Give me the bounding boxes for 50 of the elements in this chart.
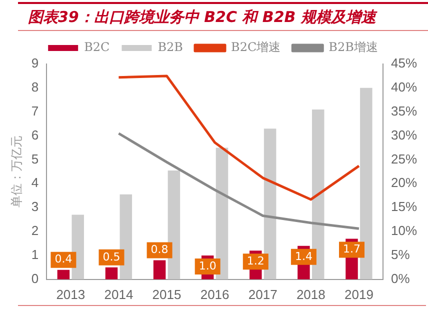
bar [360, 88, 372, 280]
y2-tick-label: 40% [390, 80, 418, 95]
bar [105, 267, 118, 280]
y2-tick-label: 10% [390, 223, 418, 238]
bar [72, 214, 84, 280]
y-tick-label: 9 [31, 56, 39, 71]
x-tick-label: 2017 [248, 286, 278, 302]
data-label: 1.2 [246, 254, 264, 268]
y2-tick-label: 15% [390, 199, 418, 214]
y2-tick-label: 35% [390, 103, 418, 118]
data-label: 0.5 [102, 250, 120, 264]
x-tick-label: 2016 [200, 286, 230, 302]
bar [120, 194, 132, 280]
y-axis-title: 单位：万亿元 [9, 136, 24, 208]
y-tick-label: 4 [31, 175, 39, 190]
y-tick-label: 1 [31, 247, 39, 262]
y-tick-label: 6 [31, 127, 39, 142]
legend-label: B2C增速 [231, 40, 281, 54]
bar [153, 260, 166, 280]
x-tick-label: 2019 [344, 286, 374, 302]
data-label: 0.8 [150, 243, 168, 256]
bar [312, 109, 324, 280]
bar [57, 270, 70, 280]
x-tick-label: 2015 [152, 286, 182, 302]
data-label: 1.0 [198, 259, 216, 272]
y-tick-label: 2 [31, 223, 39, 238]
bar [264, 128, 276, 280]
bar [216, 148, 228, 280]
y-tick-label: 0 [31, 270, 39, 286]
y-tick-label: 5 [31, 151, 39, 166]
legend-label: B2B增速 [328, 40, 378, 54]
chart-title: 图表39：出口跨境业务中 B2C 和 B2B 规模及增速 [18, 2, 428, 31]
y-tick-label: 7 [31, 103, 39, 118]
y2-tick-label: 20% [390, 175, 418, 190]
y2-tick-label: 30% [390, 127, 418, 142]
data-label: 0.4 [54, 252, 72, 266]
y2-tick-label: 5% [390, 247, 410, 262]
y-tick-label: 3 [31, 199, 39, 214]
x-tick-label: 2014 [104, 286, 134, 302]
bar [168, 170, 180, 280]
data-label: 1.4 [294, 250, 312, 263]
data-label: 1.7 [343, 242, 360, 256]
y2-tick-label: 0% [390, 270, 410, 286]
legend-label: B2C [84, 40, 110, 54]
y2-tick-label: 25% [390, 151, 418, 166]
x-tick-label: 2018 [296, 286, 326, 302]
legend-label: B2B [158, 40, 184, 54]
y2-tick-label: 45% [390, 56, 418, 71]
x-tick-label: 2013 [56, 286, 86, 302]
y-tick-label: 8 [31, 80, 39, 95]
